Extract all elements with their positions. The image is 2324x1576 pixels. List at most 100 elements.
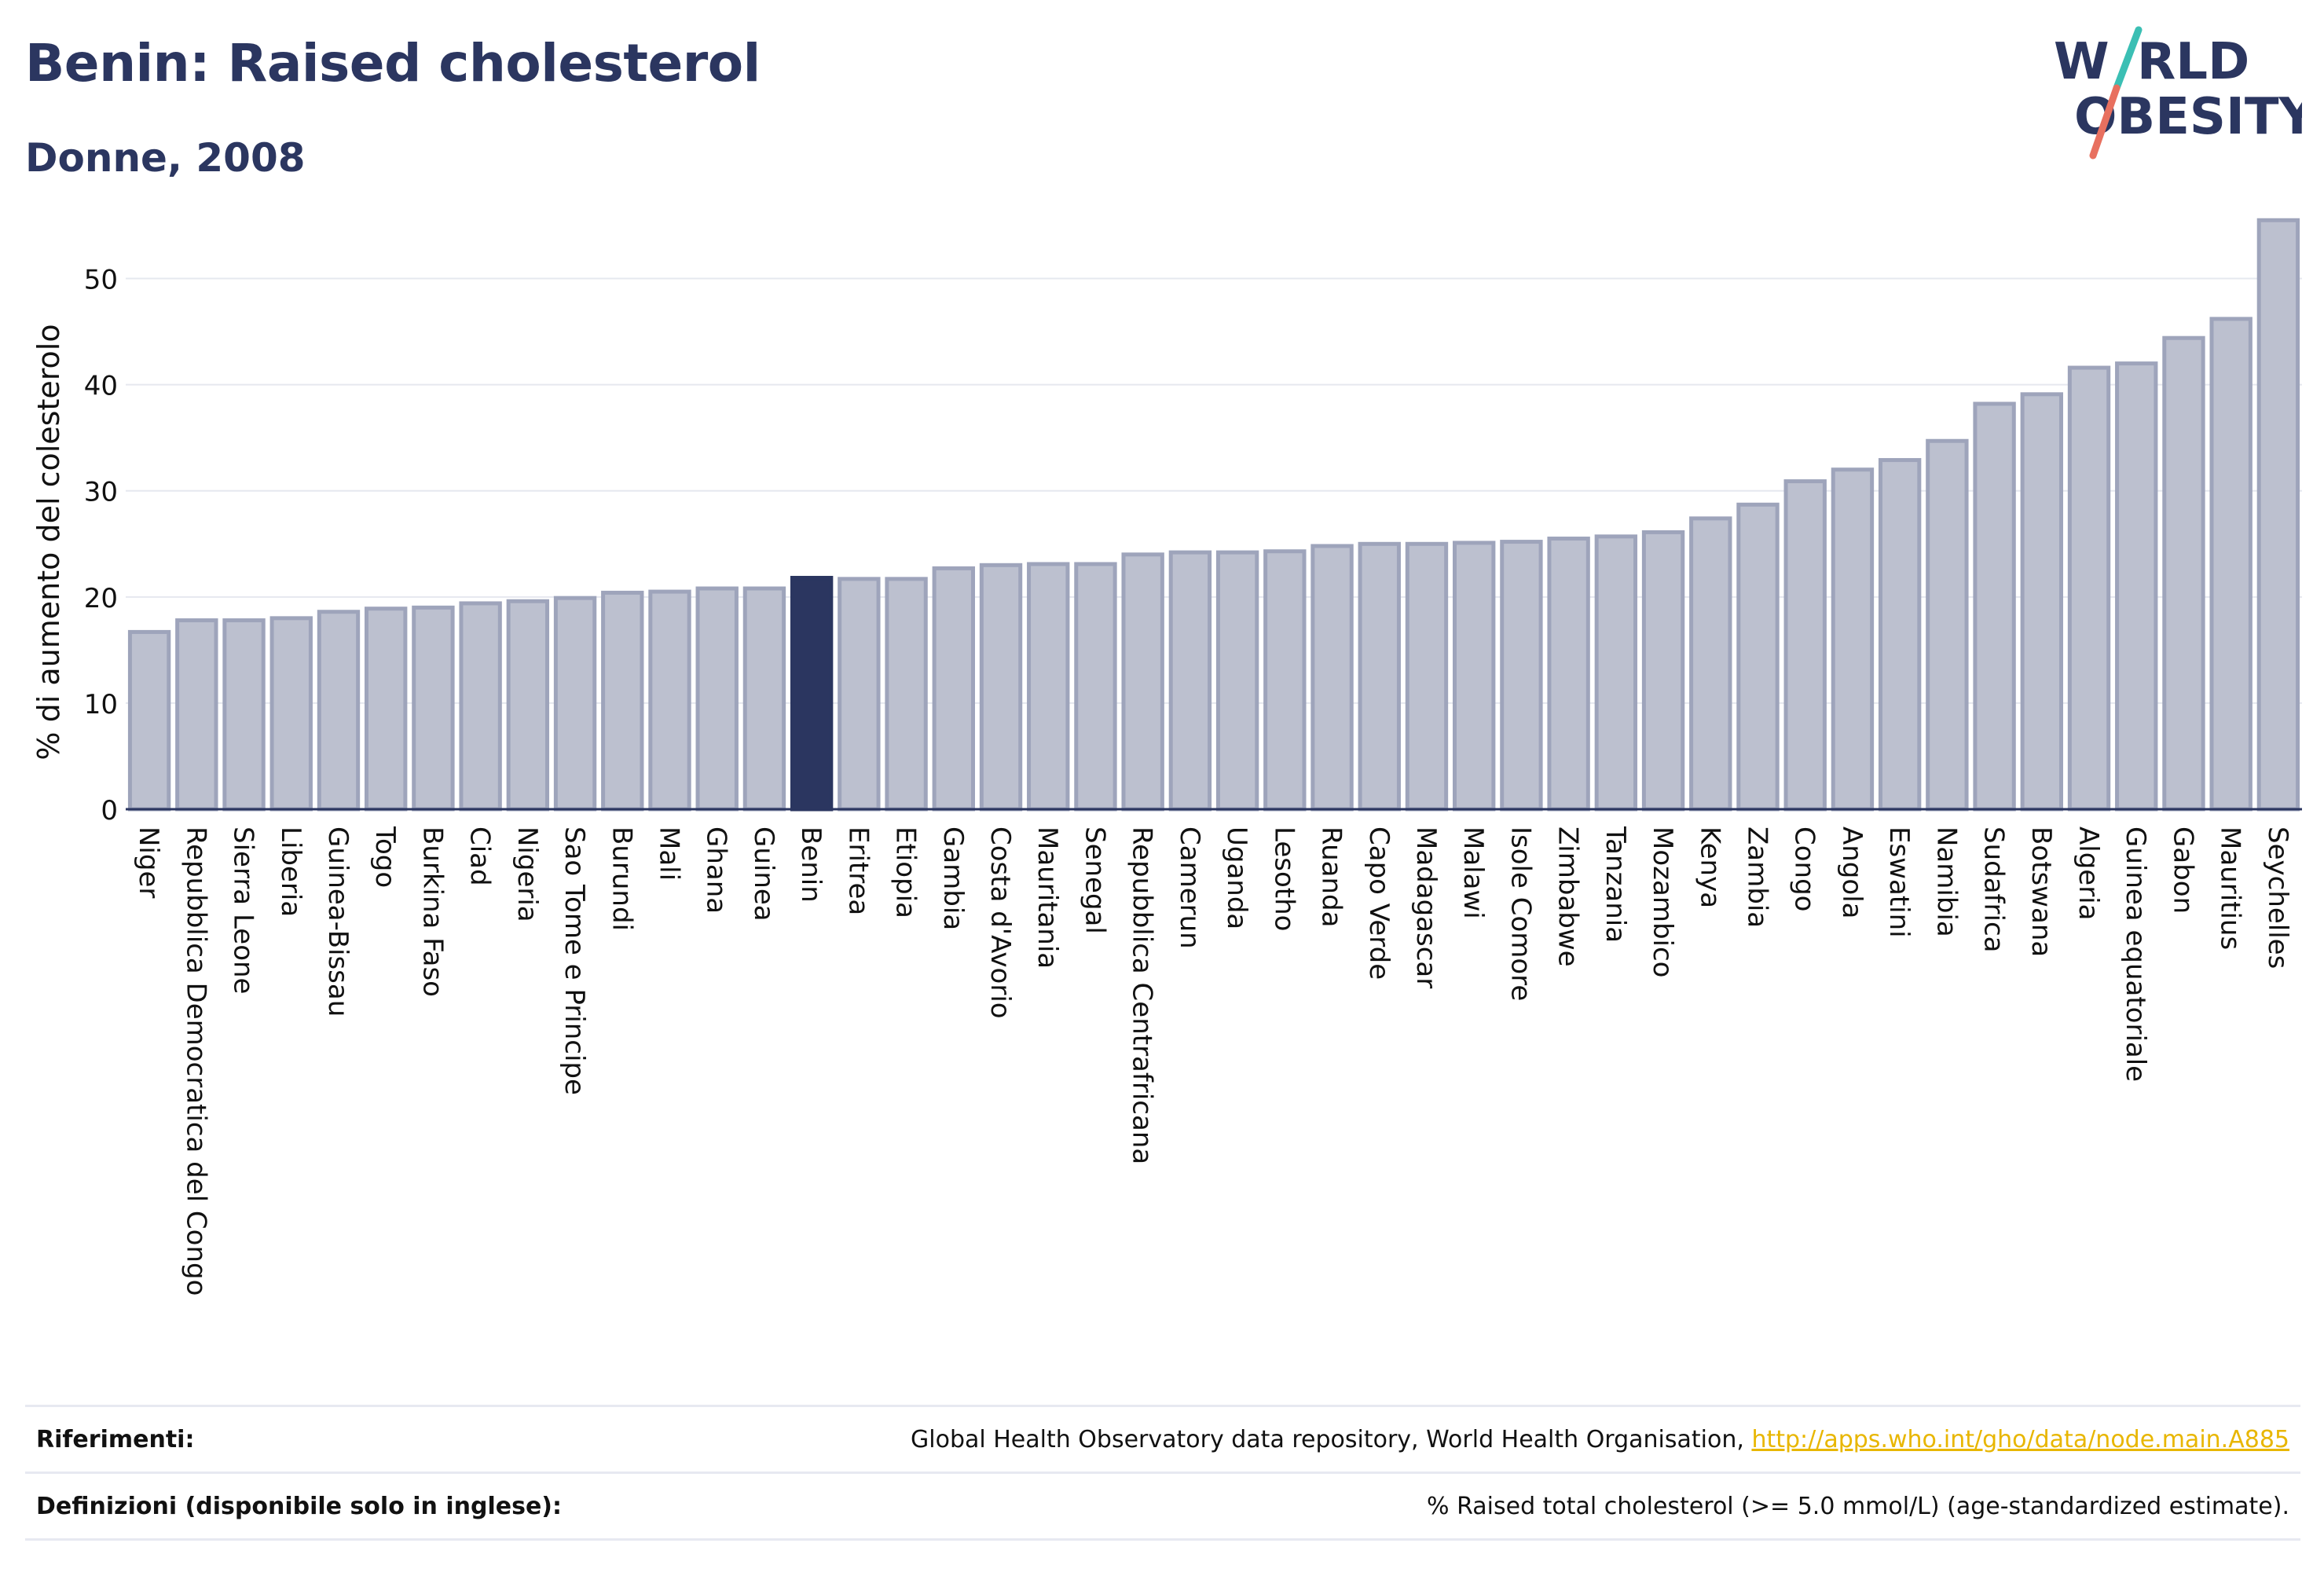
- bar: [601, 590, 644, 812]
- bar-chart: 0 10 20 30 40 50 Niger Repubblica Democratica …: [31, 218, 2302, 1296]
- y-tick-label: 30: [84, 477, 118, 508]
- x-tick-label: Isole Comore: [1505, 826, 1536, 1001]
- y-tick-label: 10: [84, 689, 118, 720]
- x-tick-label: Mali: [654, 826, 685, 881]
- chart-subtitle: Donne, 2008: [25, 135, 306, 181]
- bar: [1074, 562, 1117, 812]
- bar: [1358, 541, 1401, 812]
- x-tick-label: Togo: [369, 826, 401, 888]
- bar: [1215, 550, 1259, 812]
- bar: [1783, 479, 1827, 812]
- x-tick-label: Repubblica Centrafricana: [1127, 826, 1158, 1164]
- x-tick-label: Camerun: [1174, 826, 1205, 949]
- bar: [127, 629, 171, 812]
- references-row: Riferimenti: Global Health Observatory d…: [25, 1405, 2300, 1472]
- bar: [506, 599, 550, 812]
- bar: [1027, 562, 1070, 812]
- y-tick-label: 50: [84, 265, 118, 296]
- x-tick-label: Zambia: [1742, 826, 1773, 928]
- bar: [1121, 552, 1164, 812]
- bar: [2115, 361, 2158, 812]
- x-tick-label: Ghana: [701, 826, 732, 914]
- y-tick-label: 0: [101, 795, 118, 826]
- x-tick-label: Gambia: [937, 826, 969, 930]
- x-tick-label: Burundi: [606, 826, 637, 931]
- x-tick-label: Algeria: [2073, 826, 2104, 920]
- y-axis-label: % di aumento del colesterolo: [31, 324, 66, 760]
- x-tick-label: Seychelles: [2262, 826, 2293, 969]
- bar-highlighted: [790, 576, 834, 812]
- logo-slash-teal-icon: [2113, 26, 2143, 92]
- bar: [1263, 549, 1307, 812]
- x-tick-label: Sierra Leone: [228, 826, 259, 994]
- definitions-row: Definizioni (disponibile solo in inglese…: [25, 1472, 2300, 1541]
- x-tick-label: Costa d'Avorio: [984, 826, 1016, 1019]
- x-tick-label: Burkina Faso: [416, 826, 448, 997]
- bar: [695, 586, 739, 812]
- x-tick-label: Sudafrica: [1978, 826, 2010, 952]
- x-tick-label: Malawi: [1457, 826, 1489, 919]
- x-tick-label: Guinea-Bissau: [322, 826, 354, 1017]
- bar: [1878, 458, 1922, 812]
- bar: [1594, 534, 1638, 812]
- x-tick-label: Eswatini: [1883, 826, 1915, 938]
- references-label: Riferimenti:: [36, 1425, 195, 1453]
- bar: [1547, 537, 1590, 812]
- bar: [1500, 540, 1543, 812]
- x-tick-label: Angola: [1836, 826, 1868, 918]
- x-tick-label: Eritrea: [842, 826, 874, 915]
- x-tick-label: Gabon: [2167, 826, 2198, 914]
- bar: [742, 586, 786, 812]
- bar: [365, 607, 408, 812]
- bar: [1405, 541, 1449, 812]
- definitions-label: Definizioni (disponibile solo in inglese…: [36, 1492, 562, 1520]
- bar: [222, 618, 266, 812]
- footer: Riferimenti: Global Health Observatory d…: [25, 1405, 2300, 1541]
- definitions-text: % Raised total cholesterol (>= 5.0 mmol/…: [1427, 1492, 2289, 1520]
- x-tick-label: Mauritius: [2215, 826, 2246, 950]
- bar: [838, 577, 881, 812]
- bar: [1973, 401, 2016, 812]
- chart-title: Benin: Raised cholesterol: [25, 33, 761, 93]
- x-tick-label: Kenya: [1694, 826, 1725, 908]
- bar: [459, 601, 502, 812]
- references-link[interactable]: http://apps.who.int/gho/data/node.main.A…: [1751, 1425, 2289, 1453]
- y-axis-ticks: 0 10 20 30 40 50: [84, 265, 118, 826]
- bar: [2256, 218, 2300, 812]
- x-tick-label: Madagascar: [1410, 826, 1442, 988]
- logo-slash-coral-icon: [2089, 84, 2121, 159]
- world-obesity-logo: W RLD OBESITY: [2054, 26, 2302, 159]
- bar: [885, 577, 928, 812]
- bar: [1453, 541, 1496, 812]
- bar: [1168, 550, 1212, 812]
- x-tick-label: Lesotho: [1268, 826, 1299, 931]
- bar: [1736, 502, 1780, 812]
- x-tick-label: Niger: [133, 826, 164, 898]
- bar: [648, 589, 691, 812]
- x-tick-label: Namibia: [1930, 826, 1962, 937]
- bar: [317, 610, 361, 812]
- bar: [2209, 317, 2253, 812]
- bar: [269, 616, 313, 812]
- x-tick-label: Guinea: [748, 826, 779, 922]
- x-tick-label: Botswana: [2025, 826, 2057, 957]
- bar: [2067, 365, 2111, 812]
- x-tick-label: Guinea equatoriale: [2120, 826, 2151, 1082]
- bar: [175, 618, 218, 812]
- x-tick-label: Ruanda: [1316, 826, 1347, 927]
- bar: [1689, 516, 1732, 812]
- logo-letter-w: W: [2054, 33, 2110, 91]
- x-tick-label: Mozambico: [1647, 826, 1678, 977]
- bar: [1831, 467, 1875, 812]
- x-tick-label: Nigeria: [511, 826, 543, 922]
- bar: [979, 563, 1023, 812]
- x-tick-label: Repubblica Democratica del Congo: [180, 826, 211, 1296]
- x-tick-label: Benin: [795, 826, 827, 903]
- x-tick-label: Congo: [1789, 826, 1820, 911]
- x-tick-label: Zimbabwe: [1552, 826, 1584, 967]
- references-value: Global Health Observatory data repositor…: [911, 1426, 2300, 1453]
- bar: [2162, 335, 2205, 812]
- bar: [553, 596, 597, 812]
- x-tick-label: Liberia: [275, 826, 306, 917]
- x-axis-tick-labels: Niger Repubblica Democratica del Congo Sie…: [133, 826, 2293, 1296]
